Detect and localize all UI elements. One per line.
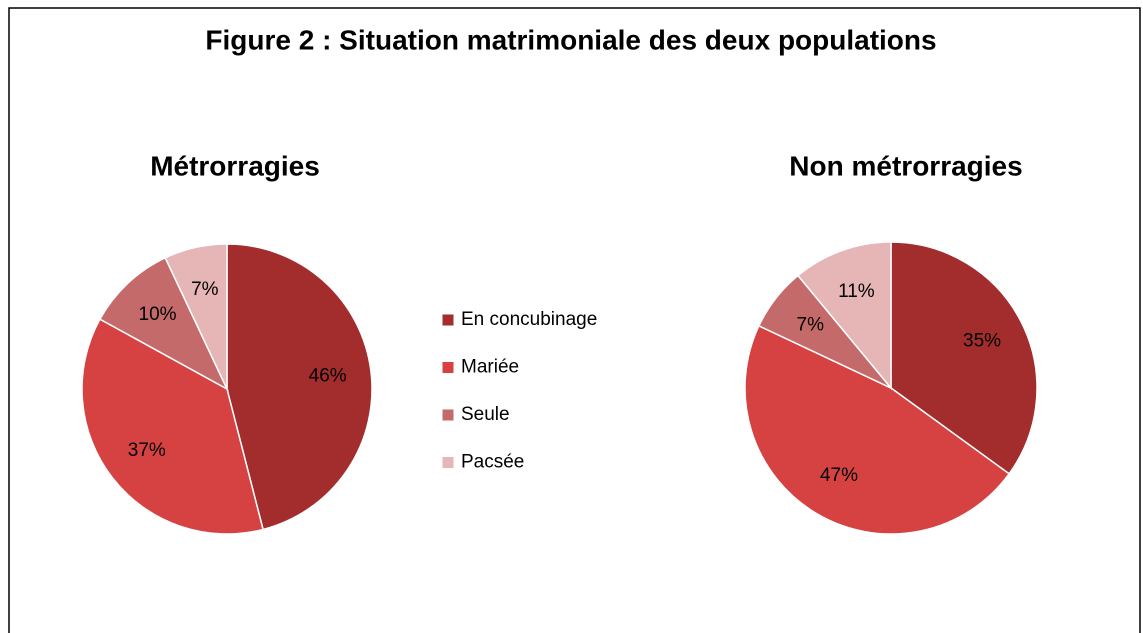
pie-slice: [81, 318, 264, 535]
legend-label: Mariée: [461, 357, 519, 378]
data-label: 10%: [139, 304, 177, 325]
pie-title: Métrorragies: [150, 150, 320, 181]
data-label: 11%: [838, 281, 875, 302]
data-label: 7%: [191, 279, 219, 300]
legend-label: Seule: [461, 404, 510, 425]
legend-swatch: [441, 361, 455, 374]
legend-swatch: [441, 313, 455, 327]
chart-title: Figure 2 : Situation matrimoniale des de…: [205, 24, 936, 55]
pie-title: Non métrorragies: [789, 150, 1022, 181]
pie-slice: [164, 243, 228, 390]
data-label: 47%: [820, 465, 858, 486]
legend-label: En concubinage: [461, 309, 597, 330]
pie-slice: [890, 241, 1038, 475]
legend-swatch: [441, 408, 455, 422]
pie-slice: [796, 241, 892, 391]
data-label: 46%: [309, 365, 347, 386]
legend-swatch: [441, 456, 455, 469]
pie-slice: [226, 243, 373, 531]
data-label: 37%: [128, 440, 166, 461]
data-label: 7%: [797, 314, 825, 335]
pie-slice: [744, 324, 1011, 535]
data-label: 35%: [963, 331, 1001, 352]
pie-slice: [98, 256, 229, 391]
legend-label: Pacsée: [461, 452, 524, 473]
